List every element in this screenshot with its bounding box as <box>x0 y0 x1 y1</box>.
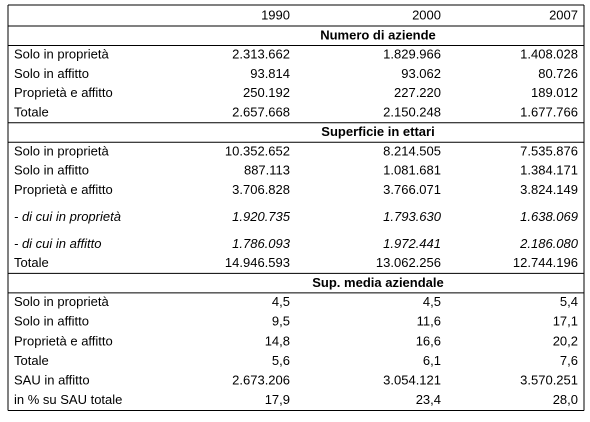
cell-value: 4,5 <box>272 294 290 309</box>
row-label: Proprietà e affitto <box>14 85 113 100</box>
cell-value: 17,9 <box>265 392 290 407</box>
cell-value: 887.113 <box>244 163 290 178</box>
cell-value: 3.054.121 <box>383 373 441 388</box>
cell-value: 1.786.093 <box>232 236 291 251</box>
cell-value: 3.706.828 <box>232 182 290 197</box>
row-label: Proprietà e affitto <box>14 333 113 348</box>
cell-value: 250.192 <box>243 85 290 100</box>
cell-value: 1.793.630 <box>383 209 442 224</box>
cell-value: 3.766.071 <box>383 182 441 197</box>
cell-value: 5,6 <box>272 353 290 368</box>
row-label: Totale <box>14 255 49 270</box>
cell-value: 8.214.505 <box>383 143 441 158</box>
row-label: Solo in affitto <box>14 66 89 81</box>
cell-value: 28,0 <box>553 392 578 407</box>
row-label: Proprietà e affitto <box>14 182 113 197</box>
cell-value: 7,6 <box>560 353 578 368</box>
cell-value: 1.408.028 <box>520 47 578 62</box>
cell-value: 1.972.441 <box>383 236 441 251</box>
section-title: Sup. media aziendale <box>312 275 444 290</box>
cell-value: 227.220 <box>394 85 441 100</box>
column-header: 1990 <box>261 7 290 22</box>
cell-value: 1.081.681 <box>383 163 441 178</box>
cell-value: 6,1 <box>423 353 441 368</box>
cell-value: 2.673.206 <box>232 373 290 388</box>
section-title: Superficie in ettari <box>321 124 434 139</box>
cell-value: 93.814 <box>250 66 290 81</box>
cell-value: 80.726 <box>538 66 578 81</box>
row-label: - di cui in proprietà <box>14 209 121 224</box>
cell-value: 189.012 <box>531 85 578 100</box>
row-label: Solo in proprietà <box>14 143 109 158</box>
cell-value: 16,6 <box>416 333 441 348</box>
cell-value: 14.946.593 <box>225 255 290 270</box>
cell-value: 7.535.876 <box>520 143 578 158</box>
cell-value: 3.570.251 <box>520 373 578 388</box>
cell-value: 13.062.256 <box>376 255 441 270</box>
cell-value: 4,5 <box>423 294 441 309</box>
cell-value: 23,4 <box>416 392 441 407</box>
cell-value: 1.384.171 <box>520 163 578 178</box>
cell-value: 14,8 <box>265 333 290 348</box>
cell-value: 3.824.149 <box>520 182 578 197</box>
cell-value: 93.062 <box>401 66 441 81</box>
row-label: - di cui in affitto <box>14 236 101 251</box>
row-label: Solo in affitto <box>14 163 89 178</box>
cell-value: 12.744.196 <box>513 255 578 270</box>
column-header: 2007 <box>549 7 578 22</box>
row-label: Solo in proprietà <box>14 47 109 62</box>
row-label: Solo in proprietà <box>14 294 109 309</box>
cell-value: 5,4 <box>560 294 578 309</box>
cell-value: 10.352.652 <box>225 143 290 158</box>
row-label: SAU in affitto <box>14 373 90 388</box>
cell-value: 2.657.668 <box>232 104 290 119</box>
cell-value: 1.638.069 <box>520 209 578 224</box>
column-header: 2000 <box>412 7 441 22</box>
cell-value: 1.677.766 <box>520 104 578 119</box>
cell-value: 9,5 <box>272 314 290 329</box>
row-label: Totale <box>14 104 49 119</box>
cell-value: 1.829.966 <box>383 47 441 62</box>
row-label: Totale <box>14 353 49 368</box>
cell-value: 11,6 <box>417 314 441 329</box>
cell-value: 1.920.735 <box>232 209 291 224</box>
row-label: Solo in affitto <box>14 314 89 329</box>
cell-value: 2.186.080 <box>519 236 579 251</box>
cell-value: 2.150.248 <box>383 104 441 119</box>
row-label: in % su SAU totale <box>14 392 122 407</box>
section-title: Numero di aziende <box>320 27 436 42</box>
cell-value: 2.313.662 <box>232 47 290 62</box>
cell-value: 20,2 <box>553 333 578 348</box>
cell-value: 17,1 <box>553 314 578 329</box>
